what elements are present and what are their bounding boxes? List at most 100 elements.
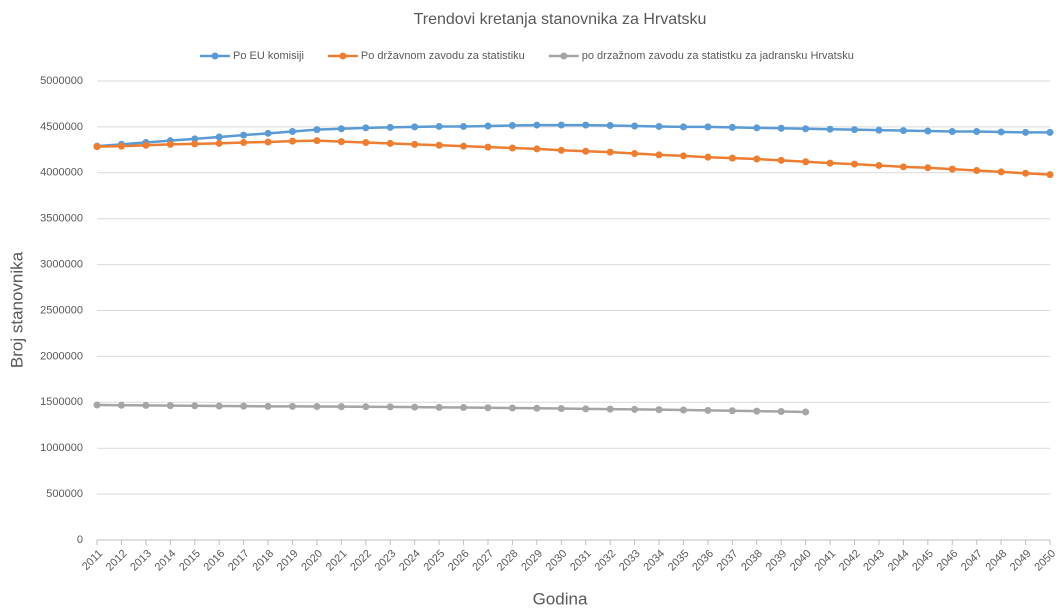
data-point: [948, 127, 956, 135]
data-point: [386, 403, 394, 411]
data-point: [337, 403, 345, 411]
y-tick-label: 2000000: [40, 350, 83, 362]
y-tick-label: 2500000: [40, 304, 83, 316]
data-point: [655, 122, 663, 130]
data-point: [533, 121, 541, 129]
data-point: [802, 158, 810, 166]
data-point: [728, 154, 736, 162]
data-point: [851, 160, 859, 168]
y-tick-label: 3500000: [40, 213, 83, 225]
data-point: [679, 123, 687, 131]
y-tick-label: 4000000: [40, 167, 83, 179]
data-point: [631, 405, 639, 413]
data-point: [435, 122, 443, 130]
legend-label: Po državnom zavodu za statistiku: [361, 50, 525, 62]
data-point: [288, 402, 296, 410]
data-point: [704, 406, 712, 414]
data-point: [802, 125, 810, 133]
data-point: [215, 139, 223, 147]
data-point: [117, 142, 125, 150]
data-point: [655, 151, 663, 159]
data-point: [704, 153, 712, 161]
data-point: [117, 401, 125, 409]
data-point: [191, 402, 199, 410]
data-point: [484, 122, 492, 130]
data-point: [533, 404, 541, 412]
data-point: [557, 405, 565, 413]
data-point: [386, 139, 394, 147]
data-point: [215, 133, 223, 141]
data-point: [240, 131, 248, 139]
data-point: [973, 127, 981, 135]
data-point: [240, 139, 248, 147]
y-axis-title: Broj stanovnika: [7, 251, 26, 368]
data-point: [337, 138, 345, 146]
data-point: [826, 159, 834, 167]
data-point: [508, 122, 516, 130]
data-point: [142, 141, 150, 149]
x-axis-title: Godina: [533, 589, 588, 608]
data-point: [924, 127, 932, 135]
data-point: [288, 127, 296, 135]
data-point: [753, 155, 761, 163]
data-point: [899, 127, 907, 135]
data-point: [264, 129, 272, 137]
data-point: [166, 140, 174, 148]
data-point: [582, 405, 590, 413]
legend-label: po drzažnom zavodu za statistku za jadra…: [582, 50, 854, 62]
data-point: [1022, 128, 1030, 136]
y-tick-label: 500000: [46, 488, 83, 500]
y-tick-label: 3000000: [40, 259, 83, 271]
data-point: [777, 407, 785, 415]
chart-title: Trendovi kretanja stanovnika za Hrvatsku: [414, 11, 707, 28]
data-point: [460, 404, 468, 412]
data-point: [142, 401, 150, 409]
data-point: [606, 405, 614, 413]
data-point: [533, 145, 541, 153]
data-point: [557, 121, 565, 129]
data-point: [313, 137, 321, 145]
series-line: [96, 403, 806, 414]
data-point: [997, 128, 1005, 136]
data-point: [631, 150, 639, 158]
data-point: [728, 407, 736, 415]
data-point: [362, 124, 370, 132]
data-point: [997, 168, 1005, 176]
data-point: [1046, 171, 1054, 179]
data-point: [93, 143, 101, 151]
data-point: [631, 122, 639, 130]
data-point: [655, 406, 663, 414]
data-point: [264, 402, 272, 410]
data-point: [288, 137, 296, 145]
data-point: [802, 408, 810, 416]
data-point: [411, 140, 419, 148]
data-point: [215, 402, 223, 410]
data-point: [411, 123, 419, 131]
data-point: [728, 123, 736, 131]
data-point: [875, 161, 883, 169]
data-point: [460, 122, 468, 130]
y-tick-label: 4500000: [40, 121, 83, 133]
data-point: [557, 146, 565, 154]
data-point: [924, 164, 932, 172]
data-point: [582, 121, 590, 129]
data-point: [460, 142, 468, 150]
data-point: [484, 404, 492, 412]
data-point: [753, 124, 761, 132]
data-point: [582, 147, 590, 155]
data-point: [264, 138, 272, 146]
data-point: [191, 140, 199, 148]
legend-label: Po EU komisiji: [233, 50, 304, 62]
data-point: [606, 148, 614, 156]
data-point: [704, 123, 712, 131]
data-point: [362, 139, 370, 147]
data-point: [337, 125, 345, 133]
data-point: [362, 403, 370, 411]
data-point: [313, 126, 321, 134]
series-line: [96, 139, 1051, 176]
data-point: [973, 167, 981, 175]
data-point: [679, 406, 687, 414]
y-tick-label: 1000000: [40, 442, 83, 454]
data-point: [191, 135, 199, 143]
